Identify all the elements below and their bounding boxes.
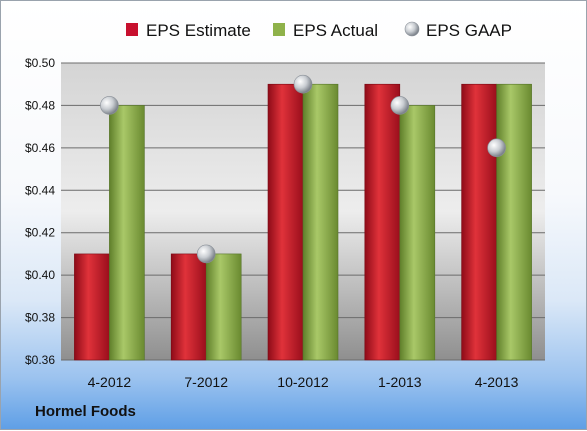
legend-swatch xyxy=(404,21,420,37)
x-category-label: 4-2013 xyxy=(475,374,519,390)
eps-gaap-marker xyxy=(196,244,216,264)
eps-actual-bar xyxy=(302,83,339,361)
x-category-label: 4-2012 xyxy=(88,374,132,390)
x-axis-labels: 4-2012 7-2012 10-2012 1-2013 4-2013 xyxy=(88,374,519,390)
eps-estimate-bar xyxy=(461,83,497,361)
company-caption: Hormel Foods xyxy=(35,403,136,420)
eps-gaap-marker xyxy=(487,138,506,158)
eps-gaap-marker xyxy=(293,74,313,94)
eps-actual-bar xyxy=(109,105,145,361)
legend-swatch xyxy=(273,23,285,36)
legend-label: EPS Actual xyxy=(293,21,378,40)
y-tick-label: $0.44 xyxy=(25,183,55,197)
eps-actual-bar xyxy=(399,105,436,361)
eps-gaap-marker xyxy=(390,96,410,115)
y-tick-label: $0.42 xyxy=(25,226,55,240)
eps-actual-bar xyxy=(205,253,242,361)
y-tick-label: $0.46 xyxy=(25,141,55,155)
y-tick-label: $0.48 xyxy=(25,98,55,112)
legend-label: EPS Estimate xyxy=(146,21,251,40)
y-tick-label: $0.40 xyxy=(25,268,55,282)
y-tick-label: $0.36 xyxy=(25,353,55,367)
legend-label: EPS GAAP xyxy=(426,21,512,40)
x-category-label: 10-2012 xyxy=(277,374,329,390)
eps-actual-bar xyxy=(496,83,532,361)
legend-swatch xyxy=(126,23,138,36)
y-tick-label: $0.38 xyxy=(25,311,55,325)
bars xyxy=(74,83,532,361)
eps-estimate-bar xyxy=(267,83,304,361)
eps-gaap-marker xyxy=(100,96,119,115)
gaap-markers xyxy=(100,74,506,264)
y-tick-label: $0.50 xyxy=(25,56,55,70)
x-category-label: 7-2012 xyxy=(184,374,228,390)
y-axis-labels: $0.36 $0.38 $0.40 $0.42 $0.44 $0.46 $0.48 $0.50 xyxy=(25,56,55,367)
x-category-label: 1-2013 xyxy=(378,374,422,390)
legend: EPS Estimate EPS Actual EPS GAAP xyxy=(126,21,512,40)
eps-estimate-bar xyxy=(74,253,110,361)
eps-estimate-bar xyxy=(170,253,207,361)
eps-estimate-bar xyxy=(364,83,401,361)
